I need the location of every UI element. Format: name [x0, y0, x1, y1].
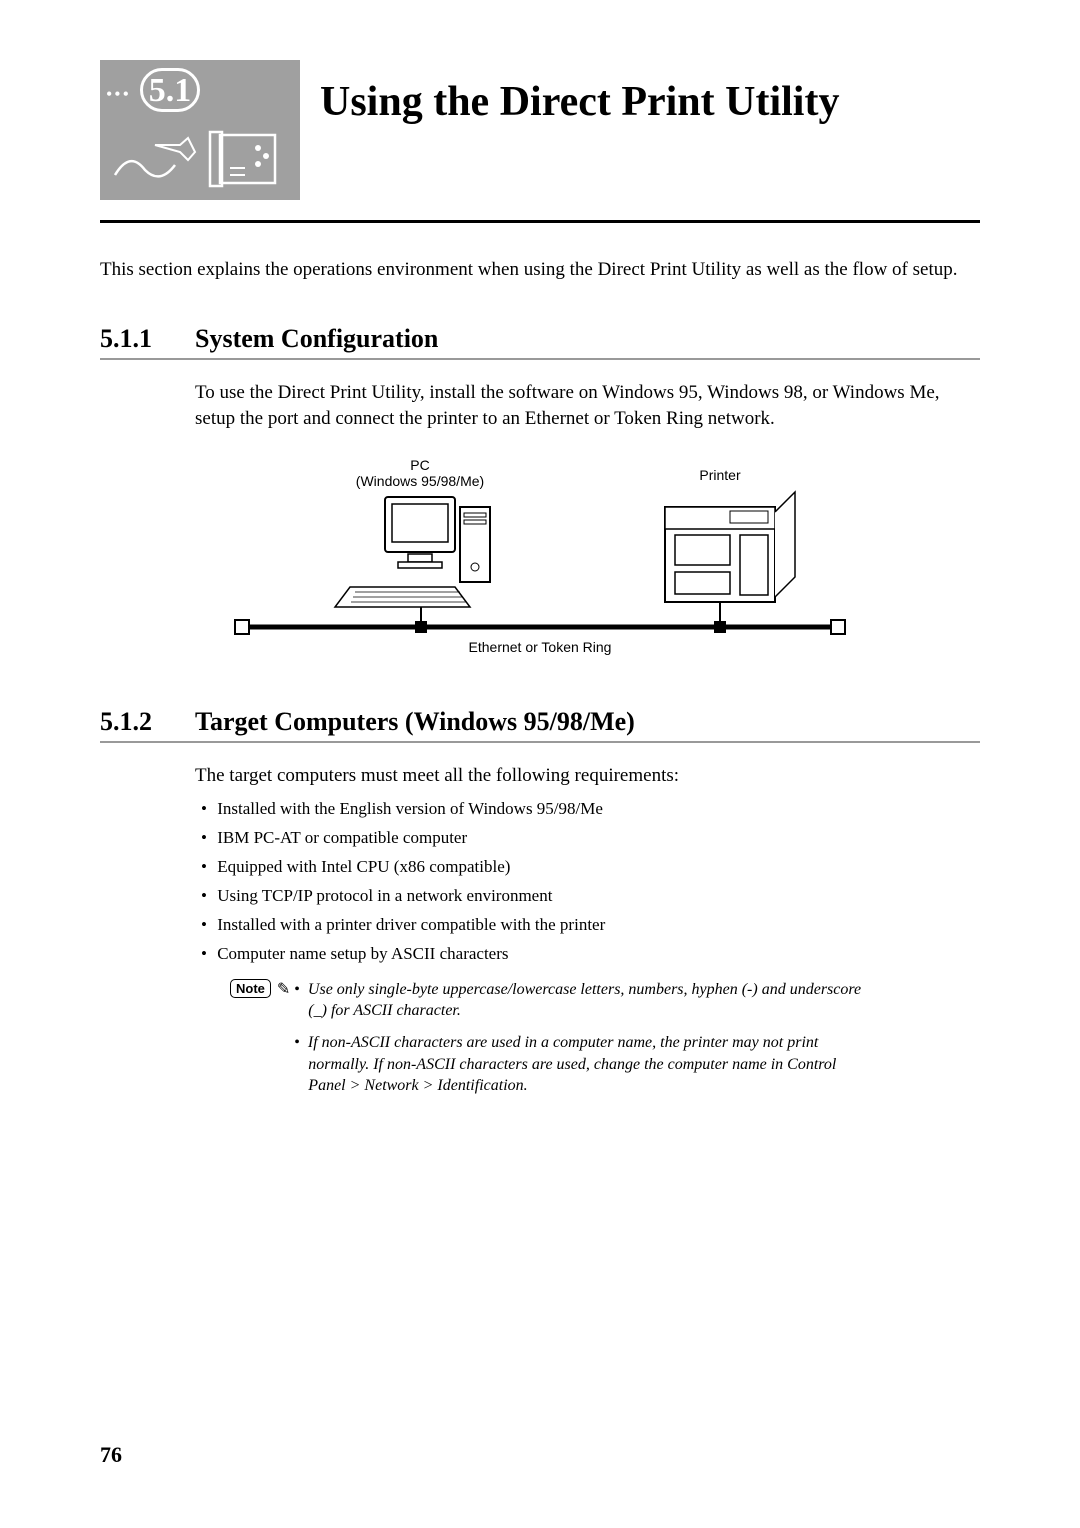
diagram-pc-label-2: (Windows 95/98/Me) — [330, 473, 510, 489]
requirement-item: IBM PC-AT or compatible computer — [215, 824, 980, 853]
diagram-svg — [220, 457, 860, 657]
subsection-1-body: To use the Direct Print Utility, install… — [195, 380, 980, 433]
page-number: 76 — [100, 1442, 122, 1468]
subsection-1-header: 5.1.1 System Configuration — [100, 324, 980, 360]
requirement-item: Installed with the English version of Wi… — [215, 795, 980, 824]
decorative-dots: ••• — [106, 84, 131, 105]
diagram-printer-label: Printer — [660, 467, 780, 483]
section-graphic: ••• 5.1 — [100, 60, 300, 200]
intro-paragraph: This section explains the operations env… — [100, 257, 980, 284]
requirement-item: Using TCP/IP protocol in a network envir… — [215, 882, 980, 911]
subsection-1-title: System Configuration — [195, 324, 438, 354]
page-title: Using the Direct Print Utility — [320, 78, 839, 126]
pen-icon: ✎ — [277, 979, 290, 999]
requirements-list: Installed with the English version of Wi… — [215, 795, 980, 968]
note-badge: Note — [230, 979, 271, 998]
note-item: Use only single-byte uppercase/lowercase… — [308, 979, 868, 1022]
subsection-2-header: 5.1.2 Target Computers (Windows 95/98/Me… — [100, 707, 980, 743]
network-diagram: PC (Windows 95/98/Me) Printer — [220, 457, 860, 657]
title-rule — [100, 220, 980, 223]
subsection-2-intro: The target computers must meet all the f… — [195, 763, 980, 790]
requirement-item: Equipped with Intel CPU (x86 compatible) — [215, 853, 980, 882]
subsection-2-number: 5.1.2 — [100, 707, 195, 737]
requirement-item: Computer name setup by ASCII characters — [215, 940, 980, 969]
requirement-item: Installed with a printer driver compatib… — [215, 911, 980, 940]
diagram-pc-label-1: PC — [330, 457, 510, 473]
diagram-network-label: Ethernet or Token Ring — [440, 639, 640, 655]
section-number-badge: 5.1 — [140, 68, 200, 112]
note-list: Use only single-byte uppercase/lowercase… — [308, 979, 868, 1107]
subsection-2-title: Target Computers (Windows 95/98/Me) — [195, 707, 635, 737]
note-block: Note ✎ Use only single-byte uppercase/lo… — [230, 979, 980, 1107]
decorative-scribbles — [110, 130, 290, 190]
note-item: If non-ASCII characters are used in a co… — [308, 1032, 868, 1097]
subsection-1-number: 5.1.1 — [100, 324, 195, 354]
